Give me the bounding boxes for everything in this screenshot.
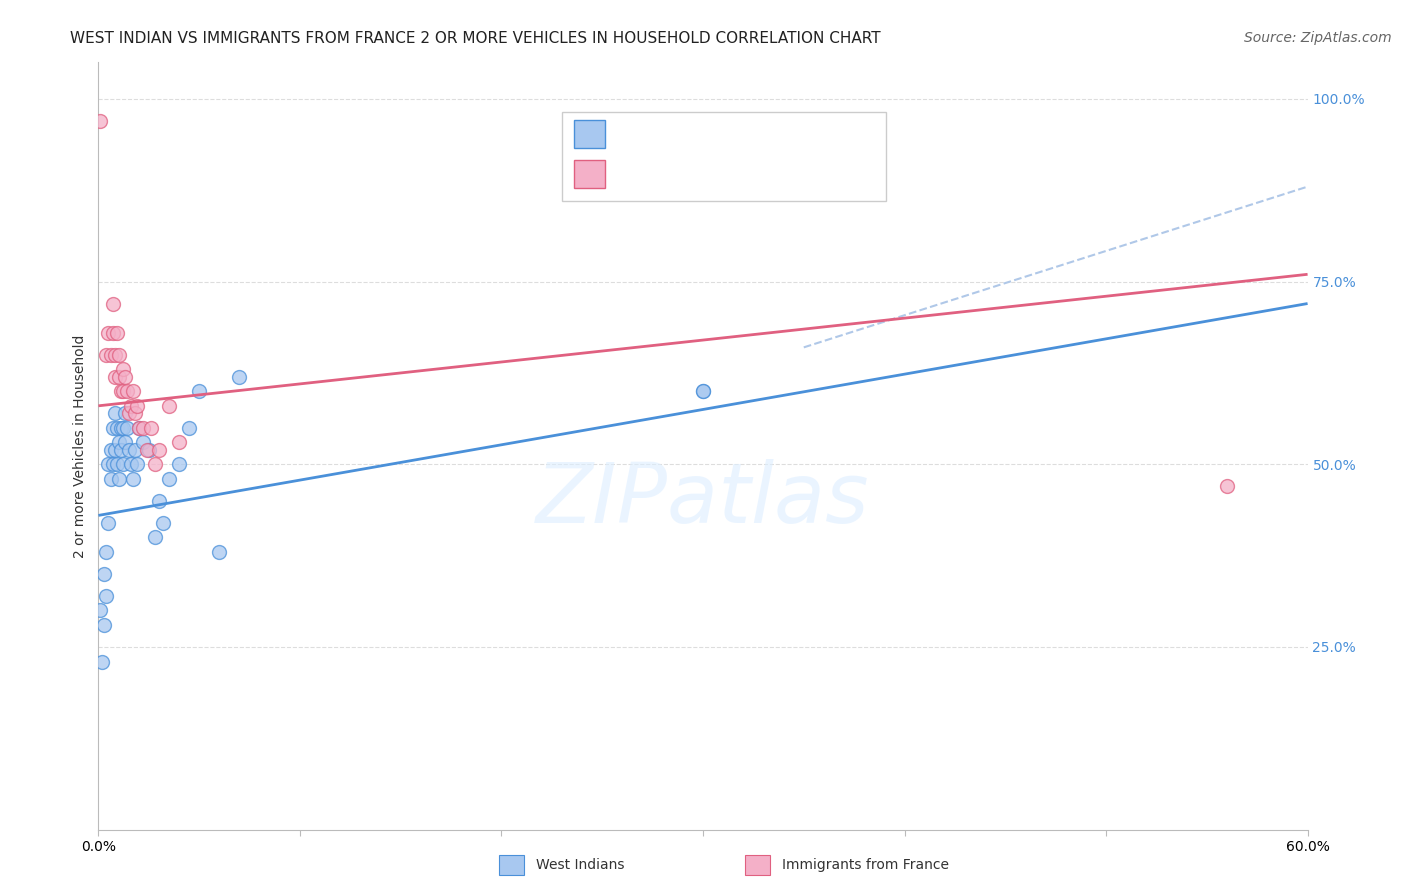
Point <box>89 114 111 128</box>
Point <box>107 348 129 362</box>
Point <box>103 369 125 384</box>
Point <box>105 457 128 471</box>
Point <box>125 457 148 471</box>
Point <box>96 545 118 559</box>
Text: WEST INDIAN VS IMMIGRANTS FROM FRANCE 2 OR MORE VEHICLES IN HOUSEHOLD CORRELATIO: WEST INDIAN VS IMMIGRANTS FROM FRANCE 2 … <box>70 31 882 46</box>
Point <box>692 384 714 399</box>
Y-axis label: 2 or more Vehicles in Household: 2 or more Vehicles in Household <box>73 334 87 558</box>
Point <box>93 566 115 581</box>
Text: R = 0.257   N = 44: R = 0.257 N = 44 <box>619 125 803 143</box>
Point <box>89 603 111 617</box>
Text: Source: ZipAtlas.com: Source: ZipAtlas.com <box>1244 31 1392 45</box>
Point <box>138 442 160 457</box>
Point <box>115 421 138 435</box>
Point <box>121 472 143 486</box>
Point <box>91 655 114 669</box>
Point <box>107 369 129 384</box>
Text: R = 0.223   N = 30: R = 0.223 N = 30 <box>619 165 803 183</box>
Point <box>107 435 129 450</box>
Point <box>152 516 174 530</box>
Point <box>143 457 166 471</box>
Point <box>128 421 150 435</box>
Point <box>114 435 136 450</box>
Point <box>157 472 180 486</box>
Point <box>111 362 134 376</box>
Point <box>208 545 231 559</box>
Point <box>111 384 134 399</box>
Point <box>114 406 136 420</box>
Point <box>103 348 125 362</box>
Point <box>97 326 120 340</box>
Point <box>167 435 190 450</box>
Point <box>111 421 134 435</box>
Point <box>105 326 128 340</box>
Point <box>103 406 125 420</box>
Point <box>143 530 166 544</box>
Point <box>118 442 141 457</box>
Point <box>120 457 142 471</box>
Point <box>101 296 124 310</box>
Point <box>157 399 180 413</box>
Point <box>107 472 129 486</box>
Point <box>179 421 201 435</box>
Point <box>103 442 125 457</box>
Point <box>110 421 132 435</box>
Point <box>118 406 141 420</box>
Text: West Indians: West Indians <box>536 858 624 872</box>
Point <box>121 384 143 399</box>
Point <box>132 421 155 435</box>
Point <box>110 442 132 457</box>
Point <box>139 421 162 435</box>
Text: ZIPatlas: ZIPatlas <box>536 459 870 541</box>
Point <box>100 472 122 486</box>
Point <box>128 421 150 435</box>
Point <box>115 384 138 399</box>
Point <box>692 384 714 399</box>
Point <box>111 457 134 471</box>
Point <box>97 457 120 471</box>
Point <box>135 442 157 457</box>
Point <box>188 384 211 399</box>
Point <box>148 493 170 508</box>
Point <box>100 442 122 457</box>
Point <box>125 399 148 413</box>
Point <box>120 399 142 413</box>
Point <box>96 589 118 603</box>
Point <box>132 435 155 450</box>
Point <box>105 421 128 435</box>
Point <box>97 516 120 530</box>
Point <box>110 384 132 399</box>
Point <box>148 442 170 457</box>
Point <box>101 326 124 340</box>
Point <box>124 406 146 420</box>
Point <box>96 348 118 362</box>
Text: Immigrants from France: Immigrants from France <box>782 858 949 872</box>
Point <box>167 457 190 471</box>
Point <box>101 457 124 471</box>
Point <box>93 618 115 632</box>
Point <box>114 369 136 384</box>
Point <box>228 369 250 384</box>
Point <box>124 442 146 457</box>
Point <box>100 348 122 362</box>
Point <box>101 421 124 435</box>
Point <box>1216 479 1239 493</box>
